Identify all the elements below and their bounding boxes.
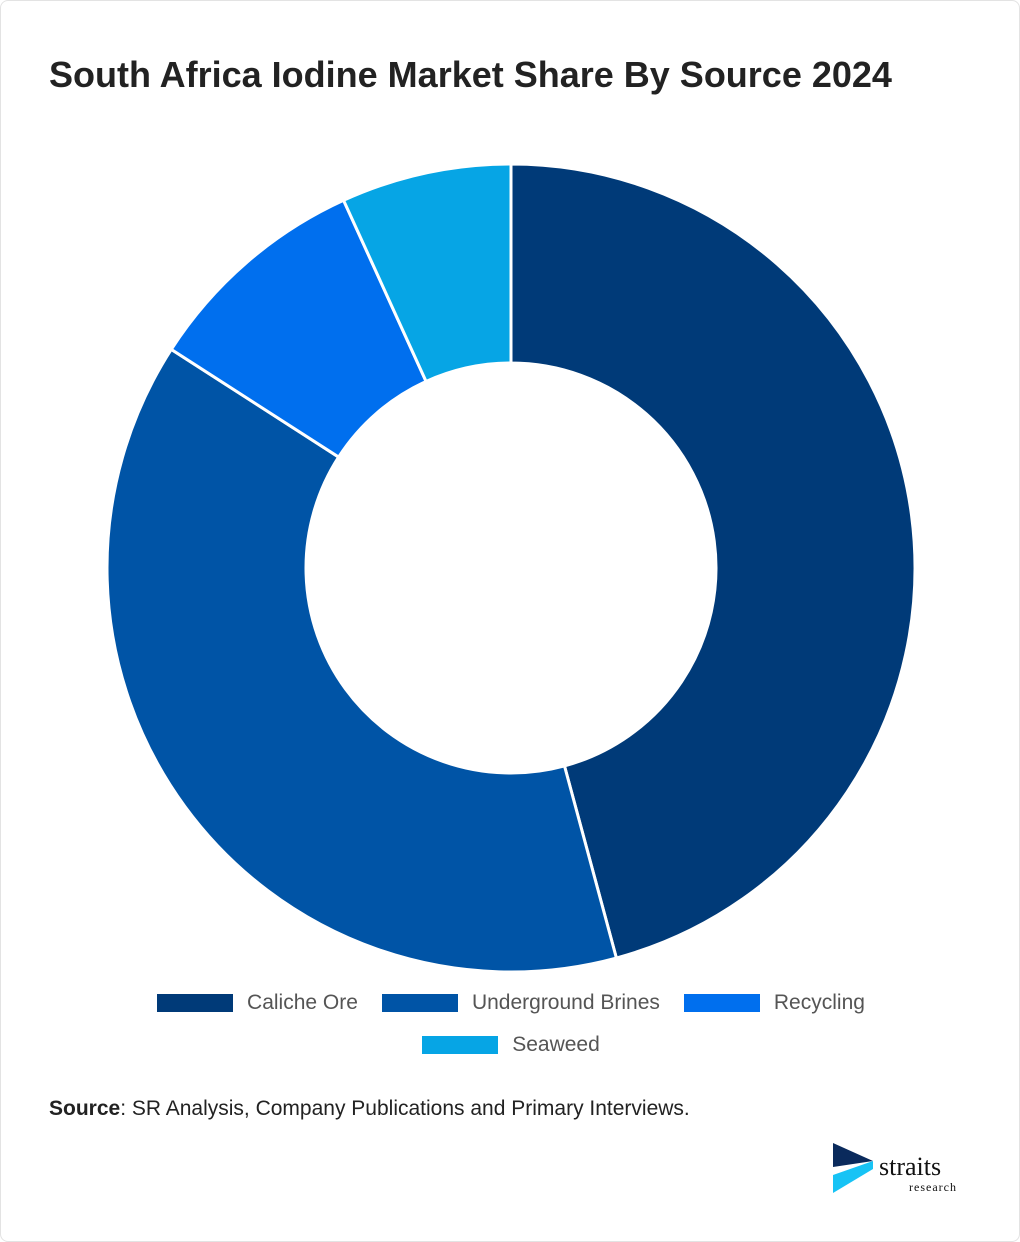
chart [105,162,917,974]
chart-title: South Africa Iodine Market Share By Sour… [49,54,892,95]
legend-item: Seaweed [422,1033,600,1057]
legend-item: Caliche Ore [157,991,358,1015]
source-note: Source: SR Analysis, Company Publication… [49,1097,690,1121]
legend-item: Underground Brines [381,991,660,1015]
legend-swatch [157,994,234,1012]
logo-mark [833,1161,873,1193]
legend-item: Recycling [683,991,865,1015]
legend-swatch [381,994,458,1012]
logo-sub: research [909,1180,957,1194]
logo-name: straits [879,1152,941,1181]
logo-mark [833,1143,873,1167]
legend: Caliche Ore Underground Brines Recycling Se… [101,991,921,1057]
legend-swatch [683,994,760,1012]
slice [509,162,917,960]
legend-label: Seaweed [512,1033,600,1056]
source-text: : SR Analysis, Company Publications and … [120,1097,690,1120]
legend-swatch [422,1036,499,1054]
slice [105,347,619,974]
slice [341,162,513,384]
legend-label: Caliche Ore [247,991,358,1014]
legend-label: Underground Brines [471,991,660,1014]
logo: straits research [833,1143,957,1194]
legend-label: Recycling [773,991,865,1014]
source-label: Source [49,1097,121,1120]
